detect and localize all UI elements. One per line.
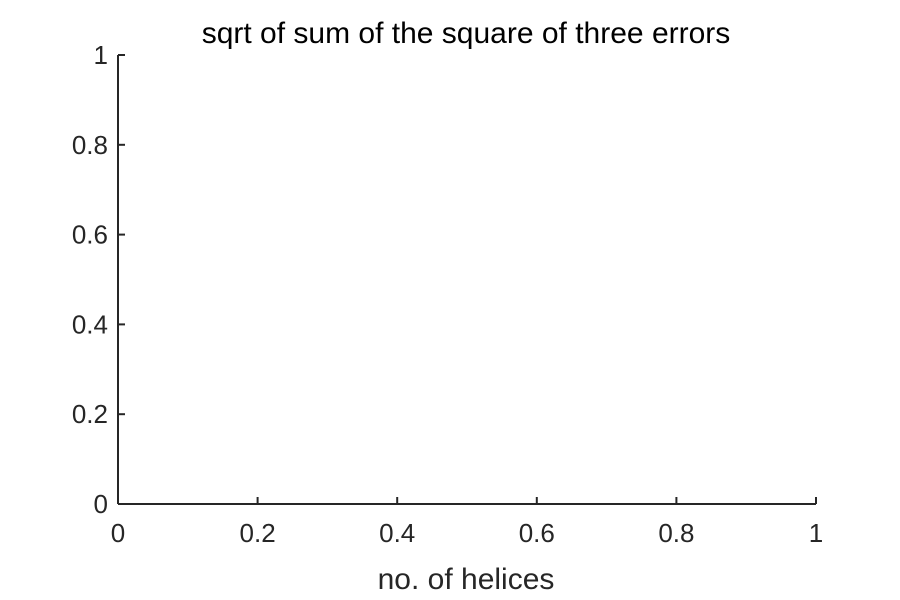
y-tick-label: 0.6 — [72, 220, 108, 250]
x-tick-label: 0.8 — [658, 518, 694, 548]
y-tick-label: 0 — [94, 489, 108, 519]
y-tick-label: 0.8 — [72, 130, 108, 160]
x-ticks: 0 0.2 0.4 0.6 0.8 1 — [111, 497, 823, 548]
plot-area: 0 0.2 0.4 0.6 0.8 1 0 0.2 0.4 0.6 0.8 1 — [72, 40, 823, 548]
x-tick-label: 0 — [111, 518, 125, 548]
x-tick-label: 1 — [809, 518, 823, 548]
y-tick-label: 1 — [94, 40, 108, 70]
x-tick-label: 0.4 — [379, 518, 415, 548]
y-tick-label: 0.2 — [72, 399, 108, 429]
x-tick-label: 0.6 — [519, 518, 555, 548]
x-tick-label: 0.2 — [240, 518, 276, 548]
x-axis-label: no. of helices — [378, 563, 555, 596]
y-ticks: 0 0.2 0.4 0.6 0.8 1 — [72, 40, 125, 519]
chart-title: sqrt of sum of the square of three error… — [202, 17, 731, 50]
y-tick-label: 0.4 — [72, 309, 108, 339]
